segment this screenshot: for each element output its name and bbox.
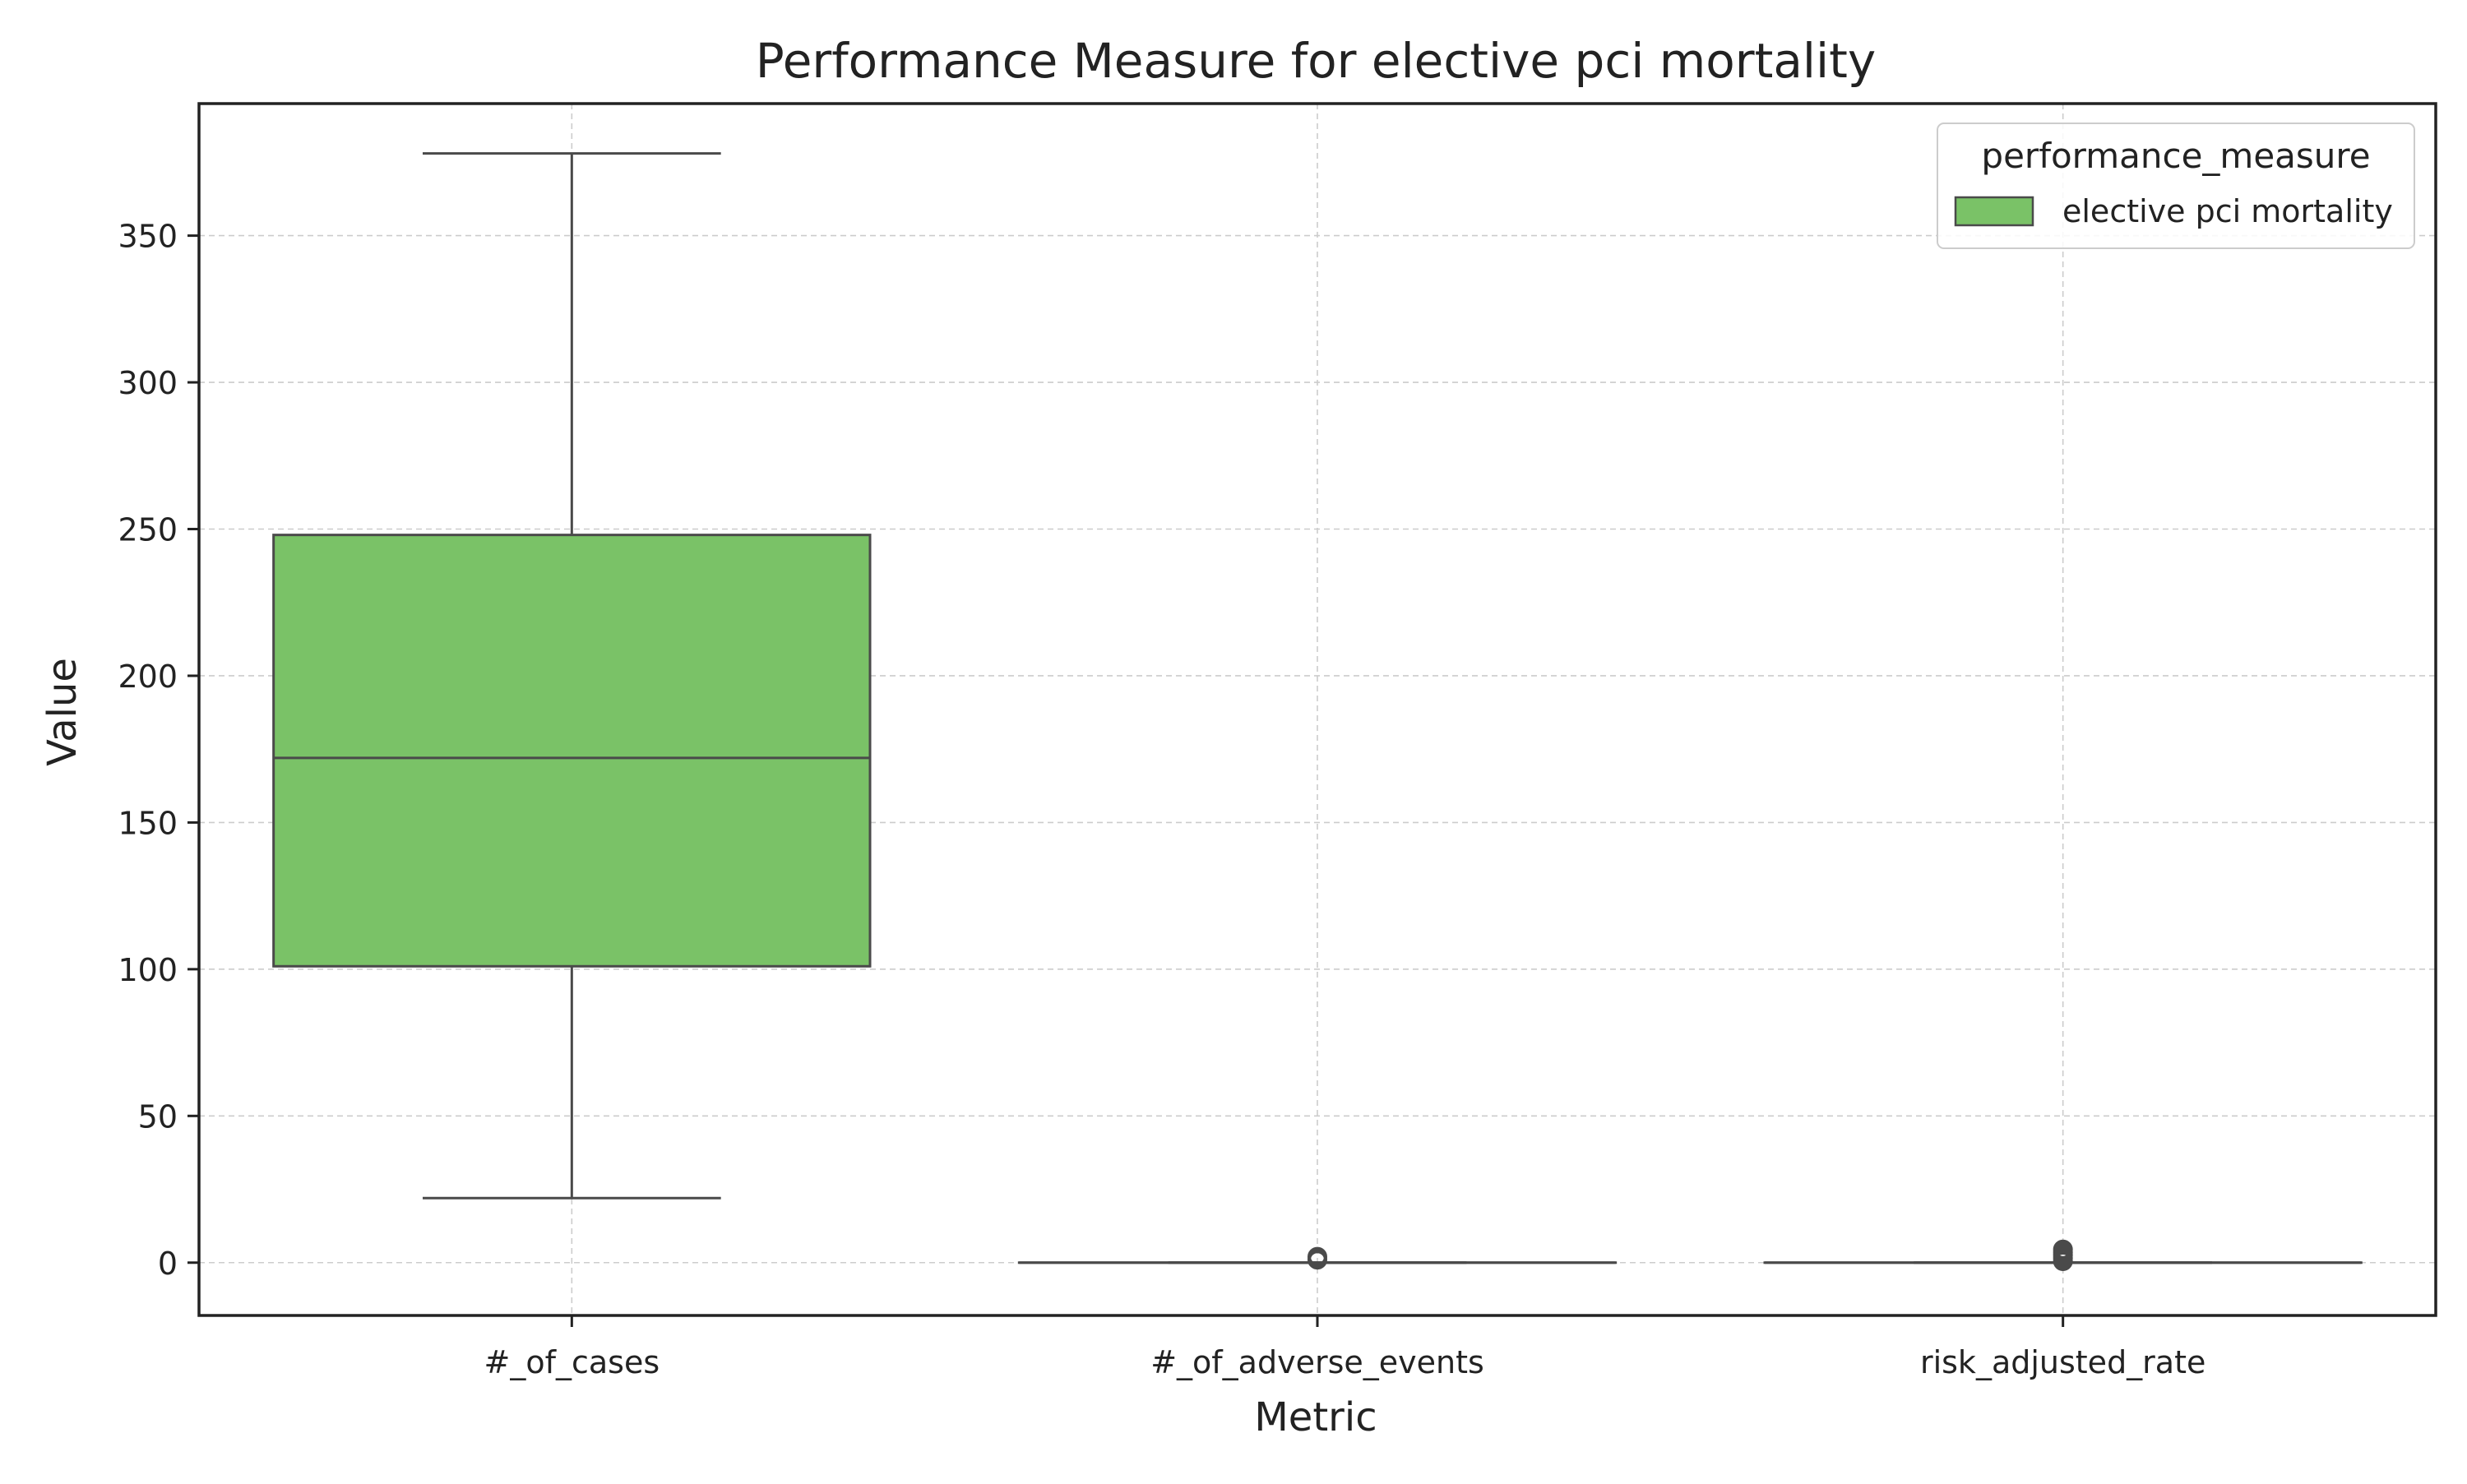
y-tick-label: 50 (138, 1098, 178, 1135)
box-iqr (274, 535, 870, 967)
x-tick-label: #_of_adverse_events (1150, 1344, 1484, 1380)
y-tick-label: 250 (118, 512, 178, 548)
chart-title: Performance Measure for elective pci mor… (756, 33, 1876, 89)
legend-label: elective pci mortality (2062, 193, 2393, 229)
y-axis-label: Value (39, 658, 86, 766)
y-tick-label: 0 (158, 1246, 178, 1282)
legend-title: performance_measure (1981, 136, 2370, 176)
legend-swatch (1956, 197, 2033, 225)
y-tick-label: 100 (118, 952, 178, 988)
x-axis-label: Metric (1254, 1394, 1377, 1440)
x-tick-label: #_of_cases (484, 1344, 660, 1380)
y-tick-label: 200 (118, 659, 178, 695)
y-tick-label: 150 (118, 805, 178, 841)
legend: performance_measure elective pci mortali… (1937, 123, 2414, 248)
y-tick-label: 300 (118, 365, 178, 401)
x-tick-label: risk_adjusted_rate (1920, 1344, 2205, 1380)
legend-entries: elective pci mortality (1956, 193, 2393, 229)
y-tick-label: 350 (118, 219, 178, 255)
